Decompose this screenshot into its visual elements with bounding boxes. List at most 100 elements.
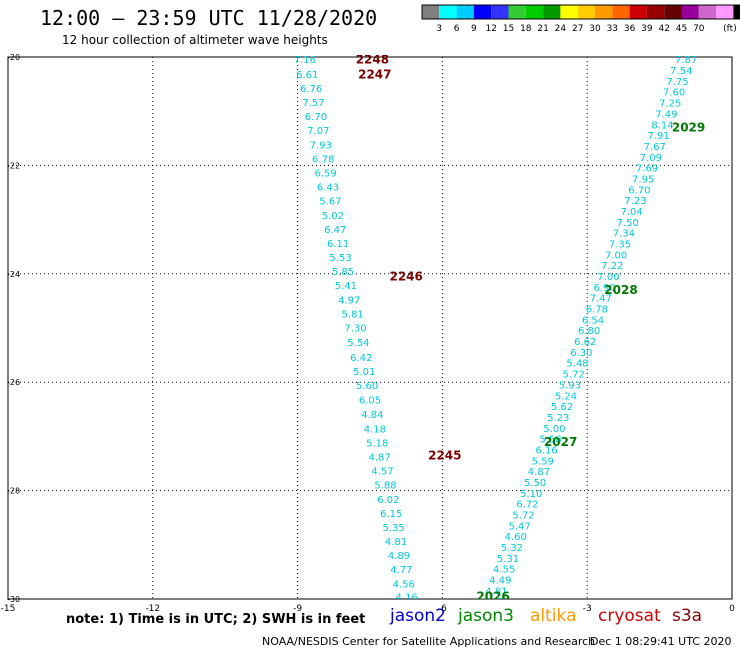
pass-time-label: 2248 [356,53,389,67]
scale-swatch [664,5,682,19]
scale-swatch [491,5,509,19]
wave-height-point: 5.32 [501,543,523,554]
wave-height-point: 4.87 [528,467,550,478]
wave-height-point: 6.76 [300,84,322,95]
wave-height-point: 4.84 [361,410,383,421]
scale-swatch [473,5,492,19]
wave-height-point: 5.23 [547,413,569,424]
scale-label: 39 [641,24,653,34]
wave-height-point: 6.30 [570,348,592,359]
scale-label: 3 [436,24,442,34]
wave-height-point: 5.93 [559,380,581,391]
legend-jason2: jason2 [390,606,446,626]
scale-swatch [629,5,647,19]
wave-height-point: 5.18 [366,438,388,449]
scale-label: 30 [589,24,601,34]
wave-height-point: 5.01 [353,367,375,378]
wave-height-point: 5.81 [341,309,363,320]
x-tick-label: 0 [729,604,735,614]
y-tick-label: -26 [7,378,20,387]
scale-swatch [681,5,699,19]
pass-time-label: 2246 [389,270,422,284]
y-tick-label: -20 [7,53,20,62]
wave-height-point: 7.25 [659,99,681,110]
wave-height-point: 7.87 [675,55,697,66]
wave-height-point: 6.43 [317,183,339,194]
wave-height-point: 5.59 [532,456,554,467]
wave-height-point: 7.09 [640,153,662,164]
wave-height-point: 5.54 [347,338,369,349]
scale-swatch [595,5,613,19]
scale-swatch [577,5,595,19]
scale-label: 42 [658,24,669,34]
wave-height-point: 6.59 [314,168,336,179]
wave-height-point: 7.75 [666,77,688,88]
wave-height-point: 6.78 [586,305,608,316]
scale-swatch [543,5,561,19]
scale-swatch [439,5,457,19]
scale-label: 45 [676,24,687,34]
wave-height-point: 5.48 [566,359,588,370]
wave-height-point: 7.22 [601,261,623,272]
wave-height-point: 6.70 [628,185,650,196]
wave-height-point: 7.47 [590,294,612,305]
legend-cryosat: cryosat [598,606,661,626]
wave-height-point: 5.50 [524,478,546,489]
scale-swatch [698,5,717,19]
scale-label: (ft) [723,24,737,34]
wave-height-point: 4.60 [505,532,527,543]
x-tick-label: -6 [438,604,447,614]
chart-title: 12:00 — 23:59 UTC 11/28/2020 [40,6,378,30]
wave-height-point: 5.24 [555,391,577,402]
pass-time-label: 2027 [544,435,577,449]
wave-height-point: 6.62 [574,337,596,348]
wave-height-point: 7.04 [620,207,642,218]
scale-swatch [508,5,526,19]
wave-height-point: 4.56 [393,579,415,590]
wave-height-point: 4.77 [390,565,412,576]
scale-label: 33 [607,24,618,34]
wave-height-point: 7.35 [609,239,631,250]
scale-label: 21 [537,24,548,34]
wave-height-point: 7.00 [605,250,627,261]
wave-height-point: 7.95 [632,174,654,185]
wave-height-point: 7.23 [624,196,646,207]
color-scale-legend: 3 6 9 12 15 18 21 24 27 30 33 36 39 42 45 70 (ft) [421,4,740,34]
wave-height-point: 7.00 [597,272,619,283]
wave-height-point: 7.34 [613,229,635,240]
scale-swatch [716,5,734,19]
footer-source: NOAA/NESDIS Center for Satellite Applica… [262,635,596,648]
wave-height-point: 5.02 [322,211,344,222]
wave-height-point: 6.72 [516,500,538,511]
wave-height-point: 5.60 [356,381,378,392]
wave-height-point: 6.02 [377,495,399,506]
y-tick-label: -24 [7,270,20,279]
wave-height-point: 7.93 [310,140,332,151]
scale-label: 9 [471,24,477,34]
wave-height-point: 7.16 [294,55,316,66]
wave-height-point: 7.60 [663,88,685,99]
pass-time-label: 2029 [672,120,705,134]
footer-timestamp: Dec 1 08:29:41 UTC 2020 [590,635,732,648]
wave-height-point: 7.49 [655,109,677,120]
wave-height-point: 4.81 [385,537,407,548]
scale-swatch [525,5,544,19]
plot-frame [7,56,733,600]
x-tick-label: -9 [293,604,302,614]
wave-height-point: 6.70 [305,112,327,123]
wave-height-point: 5.10 [520,489,542,500]
wave-height-point: 6.90 [593,283,615,294]
wave-height-point: 5.35 [383,523,405,534]
pass-time-label: 2245 [428,448,461,462]
wave-height-point: 5.62 [551,402,573,413]
wave-height-point: 4.89 [388,551,410,562]
scale-swatch [422,5,440,19]
wave-height-point: 6.78 [312,154,334,165]
scale-swatch [456,5,474,19]
wave-height-point: 7.69 [636,164,658,175]
wave-height-point: 5.85 [332,267,354,278]
wave-height-point: 6.61 [296,70,318,81]
scale-label: 18 [520,24,532,34]
wave-height-point: 5.31 [497,554,519,565]
wave-height-point: 4.16 [396,592,418,603]
